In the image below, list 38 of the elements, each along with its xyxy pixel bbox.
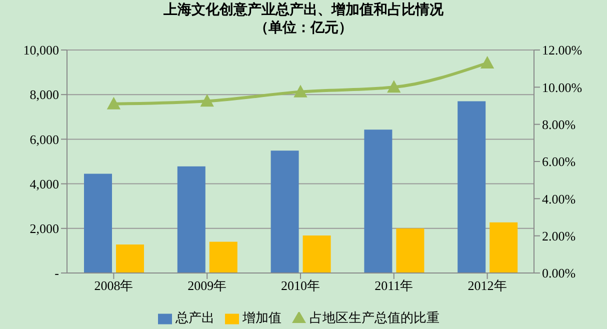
legend-label: 增加值: [242, 310, 282, 325]
x-tick-label: 2012年: [468, 278, 507, 294]
point: [387, 80, 400, 93]
legend-label: 占地区生产总值的比重: [310, 310, 440, 325]
y2-tick-label: 8.00%: [542, 116, 576, 132]
y-tick-label: 8,000: [30, 87, 59, 102]
bar: [396, 228, 424, 273]
y2-tick-label: 10.00%: [542, 80, 582, 95]
bar: [84, 174, 112, 273]
bar: [116, 244, 144, 273]
bar: [490, 222, 518, 273]
y-tick-label: 10,000: [23, 42, 59, 58]
point: [107, 97, 120, 110]
bar: [209, 242, 238, 273]
chart-title: 上海文化创意产业总产出、增加值和占比情况: [162, 2, 444, 20]
x-tick-label: 2011年: [374, 278, 414, 294]
point: [294, 85, 307, 98]
y-tick-label: 6,000: [30, 132, 59, 147]
bar: [302, 236, 331, 273]
point: [200, 94, 214, 107]
bar: [364, 130, 392, 273]
chart-subtitle: （单位：亿元）: [254, 20, 354, 38]
y2-tick-label: 4.00%: [542, 191, 576, 206]
bar: [458, 101, 486, 273]
y-tick-label: 4,000: [30, 176, 59, 192]
x-tick-label: 2009年: [188, 278, 227, 294]
legend-label: 总产出: [176, 310, 214, 325]
y2-tick-label: 2.00%: [542, 228, 576, 244]
y-tick-label: -: [54, 266, 59, 281]
x-tick-label: 2008年: [94, 278, 134, 294]
point: [480, 56, 494, 69]
bar: [270, 150, 299, 273]
y2-tick-label: 12.00%: [542, 42, 582, 58]
y2-tick-label: 6.00%: [542, 154, 576, 170]
bar: [177, 166, 206, 273]
x-tick-label: 2010年: [281, 278, 320, 294]
y-tick-label: 2,000: [30, 221, 59, 236]
y2-tick-label: 0.00%: [542, 266, 576, 281]
